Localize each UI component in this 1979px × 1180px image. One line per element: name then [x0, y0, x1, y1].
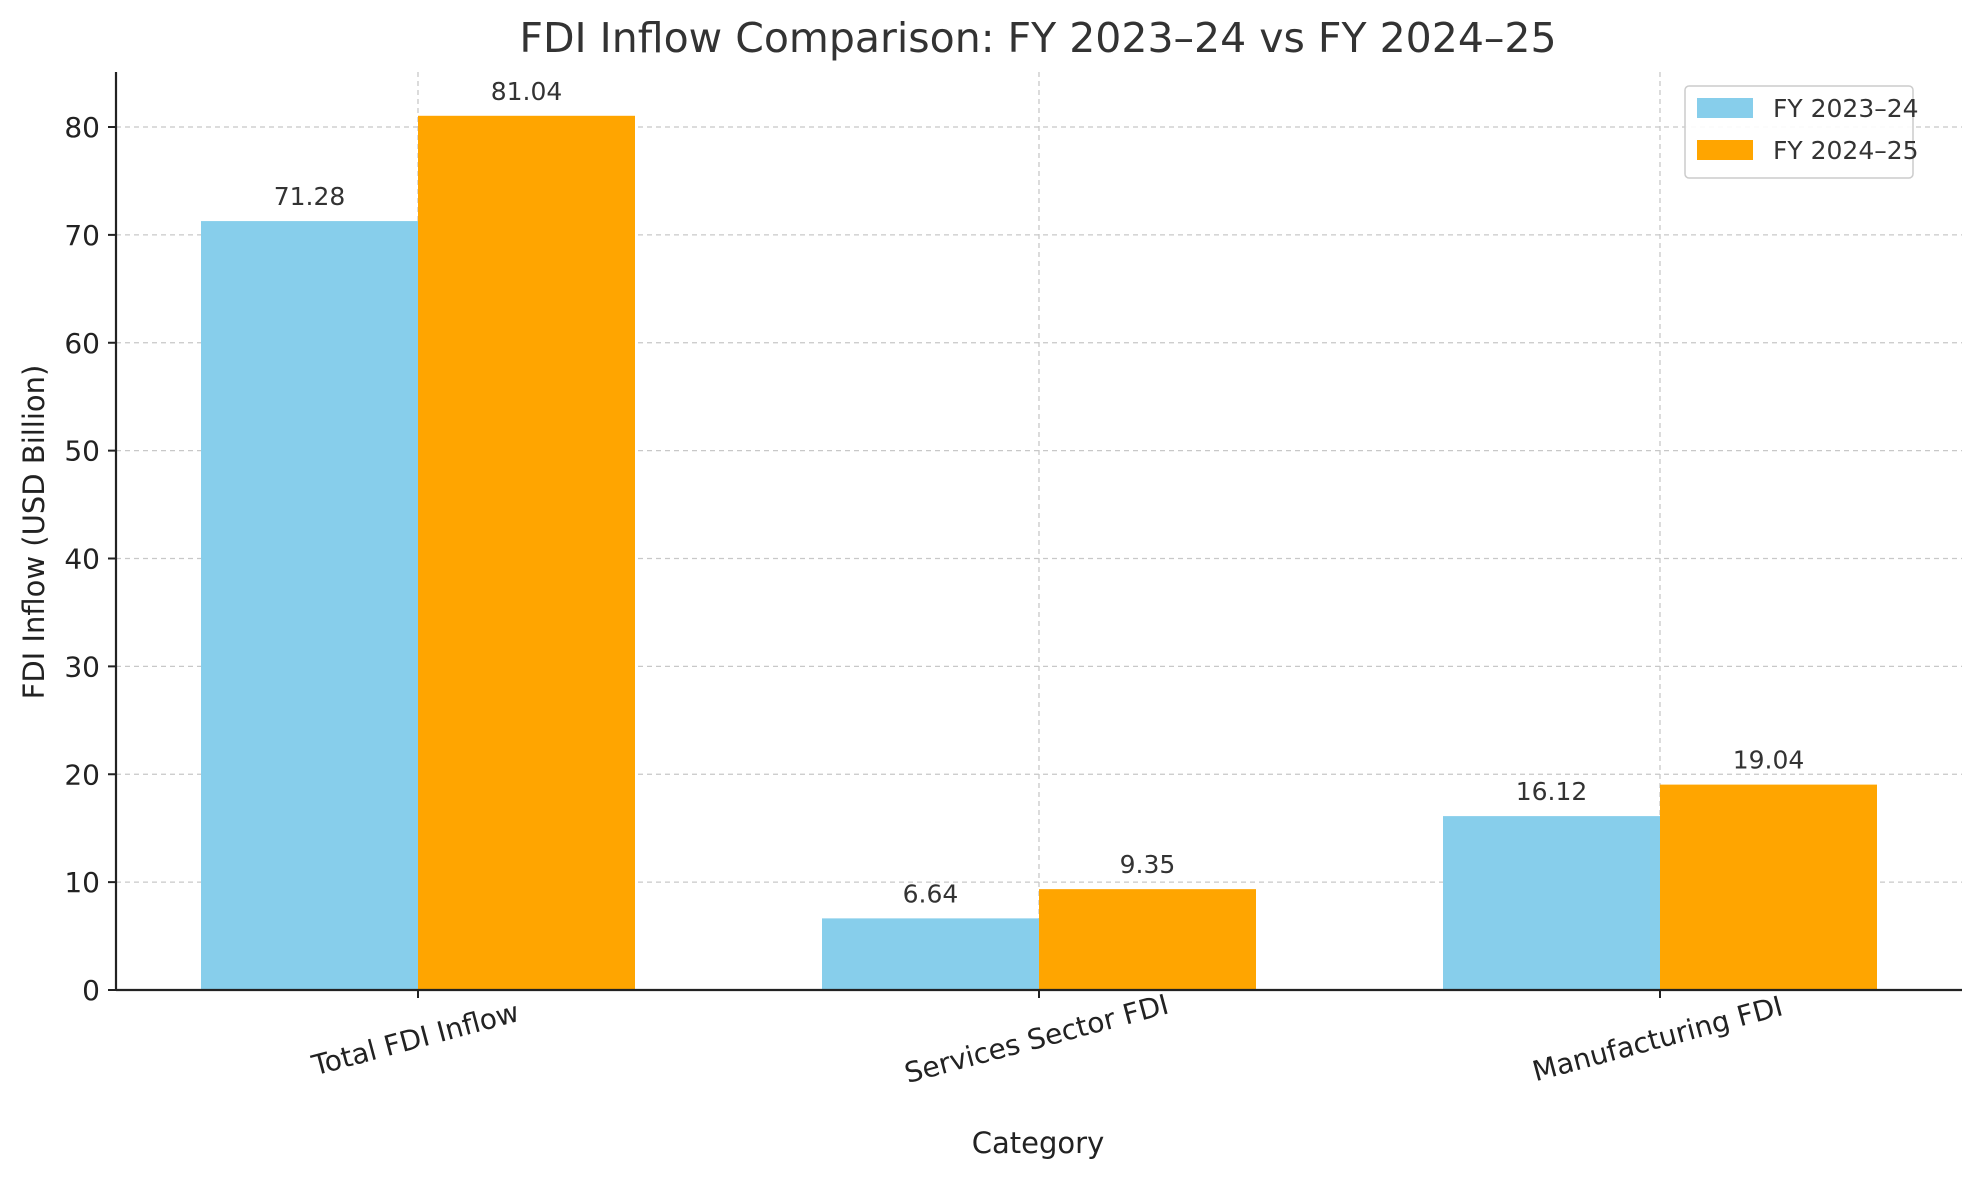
y-tick-label: 80: [64, 111, 100, 144]
legend-label-fy-2023-24: FY 2023–24: [1773, 94, 1919, 123]
x-tick-label: Manufacturing FDI: [1529, 990, 1786, 1089]
bar-fy-2024-25: [1660, 784, 1877, 990]
y-tick-label: 10: [64, 866, 100, 899]
bar-value-label: 9.35: [1120, 850, 1176, 879]
bar-fy-2023-24: [1443, 816, 1660, 990]
bar-value-label: 81.04: [491, 77, 563, 106]
bar-fy-2023-24: [822, 918, 1039, 990]
x-tick-label: Services Sector FDI: [901, 988, 1172, 1090]
legend-swatch-fy-2023-24: [1697, 98, 1753, 118]
y-tick-label: 0: [82, 974, 100, 1007]
x-axis-title: Category: [972, 1126, 1104, 1160]
y-tick-label: 50: [64, 435, 100, 468]
bar-value-label: 19.04: [1733, 746, 1805, 775]
axes-layer: [108, 72, 1962, 998]
bar-fy-2024-25: [1039, 889, 1256, 990]
legend-swatch-fy-2024-25: [1697, 140, 1753, 160]
bars-layer: [201, 115, 1877, 990]
bar-value-label: 6.64: [903, 879, 959, 908]
y-tick-label: 30: [64, 650, 100, 683]
x-tick-label: Total FDI Inflow: [308, 995, 523, 1082]
bar-value-label: 71.28: [274, 182, 346, 211]
y-tick-label: 70: [64, 219, 100, 252]
y-tick-label: 60: [64, 327, 100, 360]
bar-fy-2024-25: [418, 115, 635, 990]
bar-fy-2023-24: [201, 221, 418, 990]
y-tick-label: 40: [64, 543, 100, 576]
legend: FY 2023–24 FY 2024–25: [1684, 85, 1919, 179]
chart-title: FDI Inflow Comparison: FY 2023–24 vs FY …: [519, 14, 1556, 62]
y-tick-label: 20: [64, 758, 100, 791]
y-axis-title: FDI Inflow (USD Billion): [17, 365, 51, 700]
bar-value-label: 16.12: [1516, 777, 1588, 806]
legend-label-fy-2024-25: FY 2024–25: [1773, 136, 1919, 165]
